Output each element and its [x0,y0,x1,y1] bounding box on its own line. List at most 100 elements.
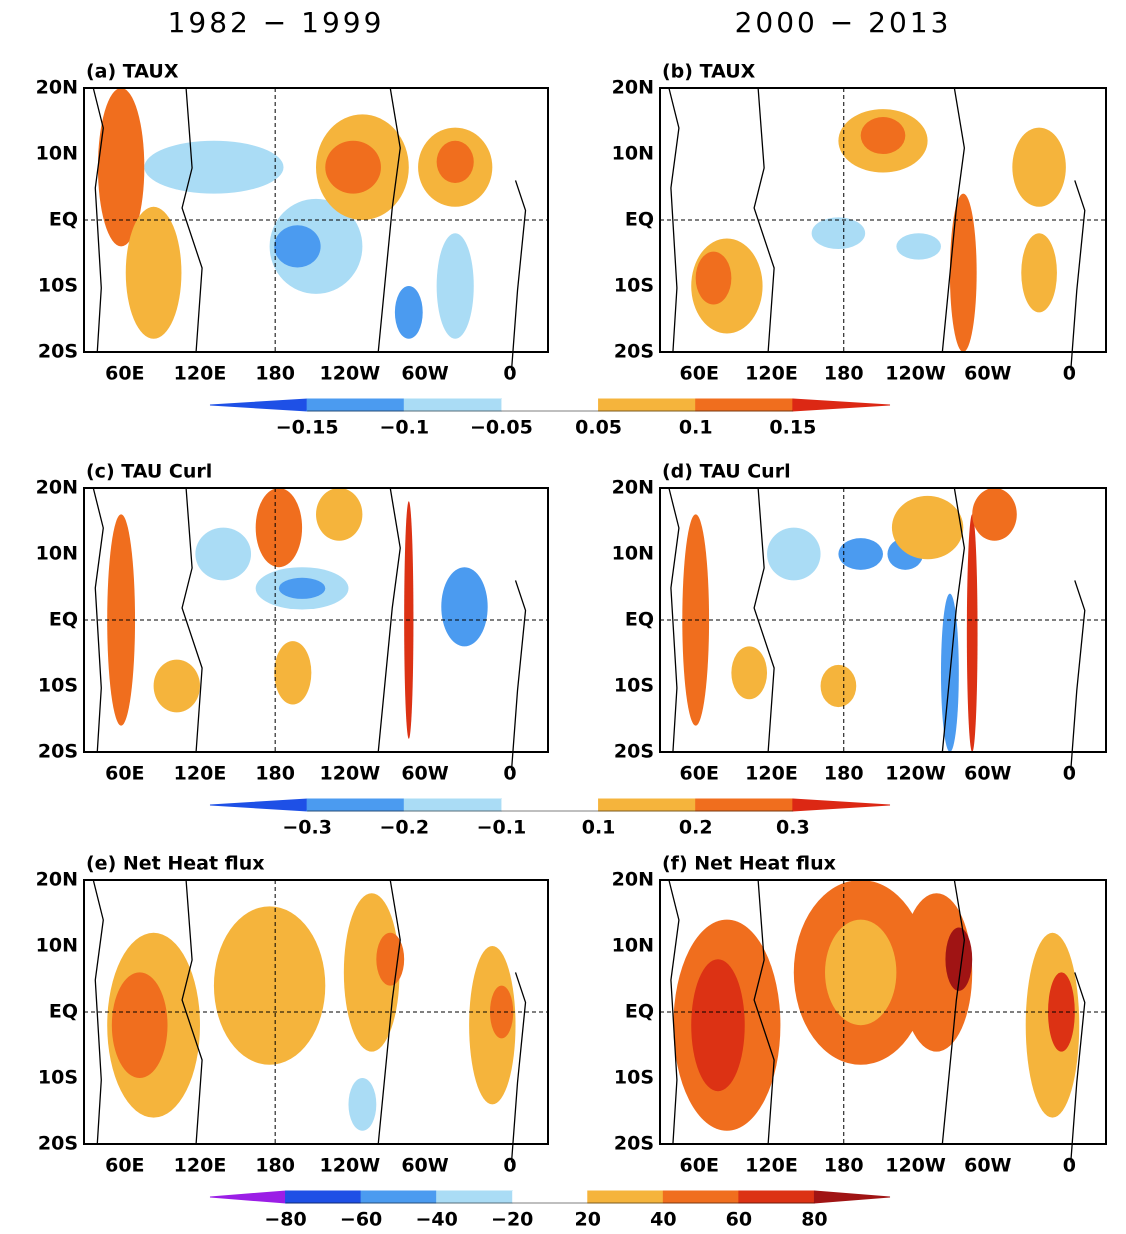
colorbar-label: 40 [650,1209,676,1231]
colorbar-segment [813,1190,891,1204]
lat-tick-label: 20N [612,477,654,499]
panel-label: (e) Net Heat flux [86,853,265,875]
lon-tick-label: 120E [174,363,227,385]
colorbar-segment [501,799,599,811]
colorbar-segment [598,398,697,412]
lon-tick-label: 60E [105,363,144,385]
lat-tick-label: 20S [614,1133,654,1155]
lat-tick-label: EQ [625,1001,654,1023]
contour-shading [111,972,168,1078]
lat-tick-label: EQ [625,609,654,631]
colorbar-label: 0.1 [582,817,616,839]
coastline [668,879,1086,1163]
lon-tick-label: 60W [401,763,448,785]
lat-tick-label: 10N [612,543,654,565]
contour-shading [838,538,883,570]
colorbar-label: 0.2 [679,817,713,839]
lon-tick-label: 0 [1063,1155,1076,1177]
lat-tick-label: 20S [38,741,78,763]
coastline [668,87,1086,371]
contour-shading [820,664,857,708]
colorbar-segment [403,798,502,812]
colorbar-label: −40 [415,1209,457,1231]
lon-tick-label: 180 [824,1155,864,1177]
contour-shading [278,577,326,599]
contour-shading [945,927,973,991]
contour-shading [125,206,182,339]
lat-tick-label: EQ [49,209,78,231]
lat-tick-label: 10N [36,543,78,565]
contour-shading [860,117,906,154]
lat-tick-label: 10N [612,143,654,165]
contour-shading [436,140,474,184]
contour-shading [1012,127,1066,207]
colorbar-label: 20 [575,1209,601,1231]
lon-tick-label: 60W [401,1155,448,1177]
contour-shading [896,233,941,260]
lon-tick-label: 120E [745,763,798,785]
contour-shading [891,495,964,560]
contour-shading [97,88,145,247]
contour-shading [255,487,303,568]
lat-tick-label: EQ [49,1001,78,1023]
lat-tick-label: 10N [612,935,654,957]
panel-label: (d) TAU Curl [662,461,791,483]
colorbar-segment [403,398,502,412]
lon-tick-label: 120W [885,763,946,785]
lon-tick-label: 120E [174,763,227,785]
lat-tick-label: 20N [612,869,654,891]
colorbar-segment [306,398,405,412]
coastline [92,87,527,371]
colorbar-label: −0.1 [477,817,527,839]
lon-tick-label: 0 [503,763,516,785]
colorbar-segment [695,398,794,412]
lat-tick-label: 20N [36,869,78,891]
colorbar-label: −0.3 [282,817,332,839]
colorbar-segment [285,1190,362,1204]
lat-tick-label: 10N [36,935,78,957]
colorbar-label: −0.1 [379,417,429,439]
colorbar-segment [792,398,891,412]
contour-shading [316,488,363,541]
lon-tick-label: 120E [745,1155,798,1177]
lon-tick-label: 60W [401,363,448,385]
contour-shading [972,488,1017,541]
panel-label: (f) Net Heat flux [662,853,836,875]
colorbar-label: −0.2 [379,817,429,839]
colorbar-label: −0.05 [470,417,533,439]
lat-tick-label: 20N [36,477,78,499]
lon-tick-label: 120E [174,1155,227,1177]
colorbar-segment [738,1190,815,1204]
panel-label: (b) TAUX [662,61,756,83]
lat-tick-label: 20N [612,77,654,99]
coastline [92,879,527,1163]
lon-tick-label: 120W [320,1155,381,1177]
map-frame [83,487,549,753]
colorbar-segment [501,399,599,411]
contour-shading [274,225,321,268]
colorbar-segment [792,798,891,812]
colorbar-label: 0.1 [679,417,713,439]
contour-shading [195,527,252,581]
map-frame [659,87,1107,353]
colorbar-segment [695,798,794,812]
lat-tick-label: EQ [625,209,654,231]
lon-tick-label: 120E [745,363,798,385]
lon-tick-label: 120W [885,363,946,385]
contour-shading [1021,233,1057,313]
colorbar-segment [598,798,697,812]
contour-shading [376,932,405,986]
colorbar-segment [360,1190,438,1204]
colorbar-label: −80 [264,1209,306,1231]
colorbar-label: 60 [726,1209,752,1231]
lon-tick-label: 180 [824,363,864,385]
contour-shading [767,527,821,581]
contour-shading [695,251,732,305]
lat-tick-label: 10S [614,675,654,697]
lat-tick-label: 20S [614,341,654,363]
lon-tick-label: 0 [1063,363,1076,385]
lon-tick-label: 60E [680,1155,719,1177]
contour-shading [825,919,897,1026]
colorbar-label: 80 [801,1209,827,1231]
